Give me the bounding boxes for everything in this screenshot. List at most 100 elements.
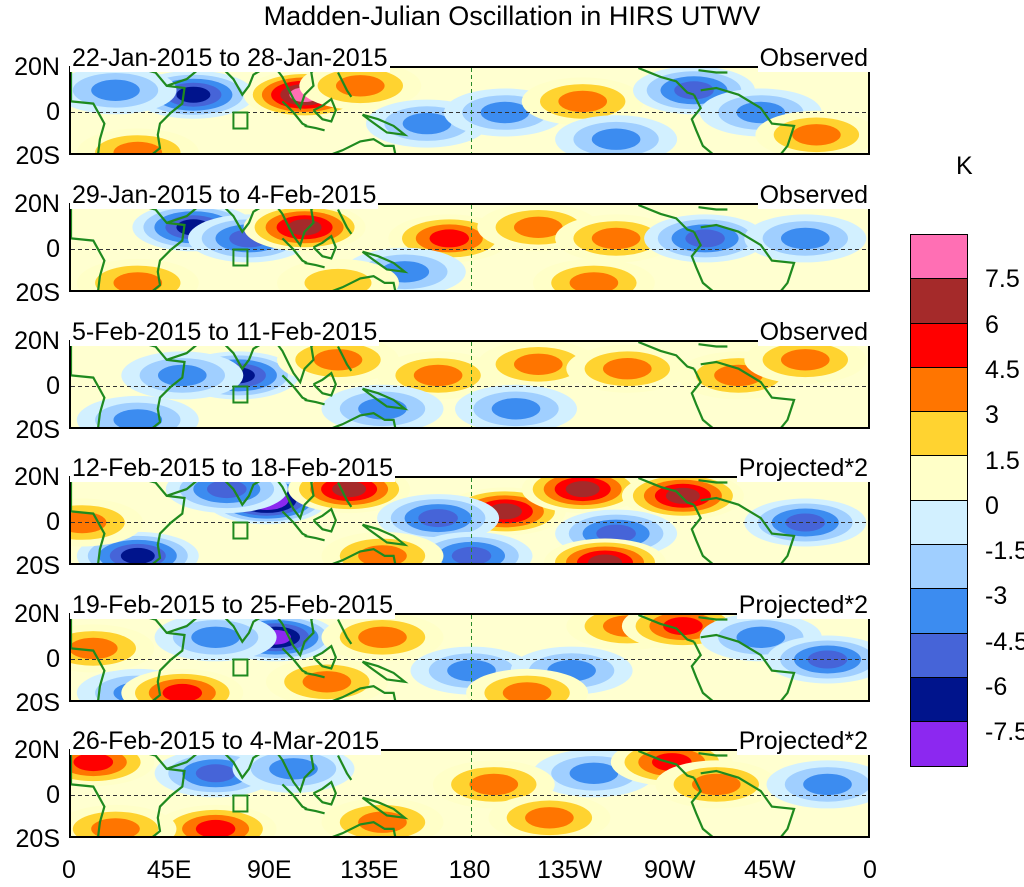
coastline [361, 250, 409, 274]
x-tick-label: 90W [644, 856, 696, 884]
coastline [332, 412, 397, 427]
map-panel: 29-Jan-2015 to 4-Feb-2015 Observed 20N 0 20S [0, 164, 1024, 306]
coastline [337, 482, 353, 508]
region-box [232, 521, 249, 540]
coastline [137, 205, 186, 290]
coastline [700, 223, 796, 290]
coastline [637, 478, 695, 506]
panel-period-label: 19-Feb-2015 to 25-Feb-2015 [70, 591, 396, 619]
colorbar-label: 4.5 [985, 355, 1020, 384]
panel-type-label: Observed [757, 181, 870, 209]
anomaly-contour [313, 349, 363, 371]
colorbar-swatch [910, 234, 968, 280]
coastline [337, 209, 353, 235]
region-box [232, 794, 249, 813]
map-plot [69, 203, 870, 292]
coastline [337, 346, 353, 372]
coastline [304, 398, 325, 406]
anomaly-contour [692, 773, 741, 796]
coastline [281, 100, 308, 127]
coastline [137, 751, 186, 836]
coastline [698, 206, 728, 211]
coastline [332, 548, 397, 563]
region-box [232, 248, 249, 267]
anomaly-contour [336, 75, 385, 97]
coastline [337, 619, 353, 645]
coastline [274, 478, 317, 521]
anomaly-contour [514, 353, 563, 375]
y-tick-label: 20S [15, 142, 60, 170]
coastline [700, 633, 796, 700]
anomaly-contour [591, 227, 641, 250]
map-panel: 26-Feb-2015 to 4-Mar-2015 Projected*2 20N 0… [0, 710, 1024, 852]
region-box [232, 658, 249, 677]
coastline [361, 660, 409, 684]
anomaly-contour [603, 358, 652, 380]
coastline [690, 368, 714, 427]
coastline [332, 275, 397, 290]
coastline [137, 68, 186, 153]
coastline [698, 616, 728, 621]
anomaly-contour [332, 481, 367, 498]
coastline [700, 769, 796, 836]
coastline [281, 237, 308, 264]
anomaly-contour [269, 758, 318, 780]
colorbar-swatch [910, 366, 968, 413]
coastline [637, 205, 695, 233]
anomaly-contour [663, 617, 703, 636]
x-tick-label: 135E [340, 856, 399, 884]
panel-period-label: 22-Jan-2015 to 28-Jan-2015 [70, 44, 390, 72]
anomaly-contour [591, 128, 641, 150]
coastline [690, 504, 714, 563]
colorbar-swatch [910, 544, 968, 590]
y-tick-label: 0 [46, 234, 60, 263]
coastline [312, 371, 337, 397]
coastline [698, 69, 728, 74]
anomaly-contour [569, 272, 619, 290]
anomaly-contour [91, 79, 140, 101]
coastline [361, 113, 409, 137]
colorbar-label: -3 [985, 582, 1008, 611]
coastline [700, 496, 796, 563]
coastline [312, 97, 337, 123]
map-panel: 19-Feb-2015 to 25-Feb-2015 Projected*2 20N… [0, 574, 1024, 716]
colorbar-swatch [910, 322, 968, 368]
colorbar-label: -4.5 [985, 627, 1024, 656]
coastline [221, 205, 266, 234]
panel-period-label: 12-Feb-2015 to 18-Feb-2015 [70, 454, 396, 482]
y-tick-label: 20S [15, 825, 60, 853]
x-tick-label: 0 [863, 856, 877, 884]
coastline [304, 261, 325, 269]
colorbar-label: -7.5 [985, 718, 1024, 747]
coastline [312, 507, 337, 533]
coastline [637, 615, 695, 643]
coastline [304, 671, 325, 679]
coastline [312, 234, 337, 260]
map-plot [69, 476, 870, 565]
coastline [312, 780, 337, 806]
anomaly-contour [781, 349, 830, 371]
y-tick-label: 0 [46, 507, 60, 536]
coastline [637, 342, 695, 370]
anomaly-contour [71, 637, 118, 660]
coastline [690, 231, 714, 290]
coastline [698, 343, 728, 348]
map-panel: 22-Jan-2015 to 28-Jan-2015 Observed 20N 0 20… [0, 27, 1024, 169]
coastline [637, 751, 695, 779]
y-tick-label: 20S [15, 689, 60, 717]
y-tick-label: 0 [46, 97, 60, 126]
colorbar-label: 6 [985, 310, 999, 339]
figure-title: Madden-Julian Oscillation in HIRS UTWV [263, 1, 761, 31]
coastline [281, 510, 308, 537]
coastline [71, 68, 106, 153]
panel-period-label: 5-Feb-2015 to 11-Feb-2015 [70, 318, 380, 346]
anomaly-contour [195, 819, 236, 836]
coastline [274, 342, 317, 385]
map-panel: 5-Feb-2015 to 11-Feb-2015 Observed 20N 0 20S [0, 301, 1024, 443]
coastline [304, 807, 325, 815]
anomaly-contour [304, 268, 372, 290]
coastline [274, 615, 317, 658]
anomaly-contour [781, 227, 830, 250]
coastline [137, 478, 186, 563]
anomaly-contour [736, 626, 786, 648]
